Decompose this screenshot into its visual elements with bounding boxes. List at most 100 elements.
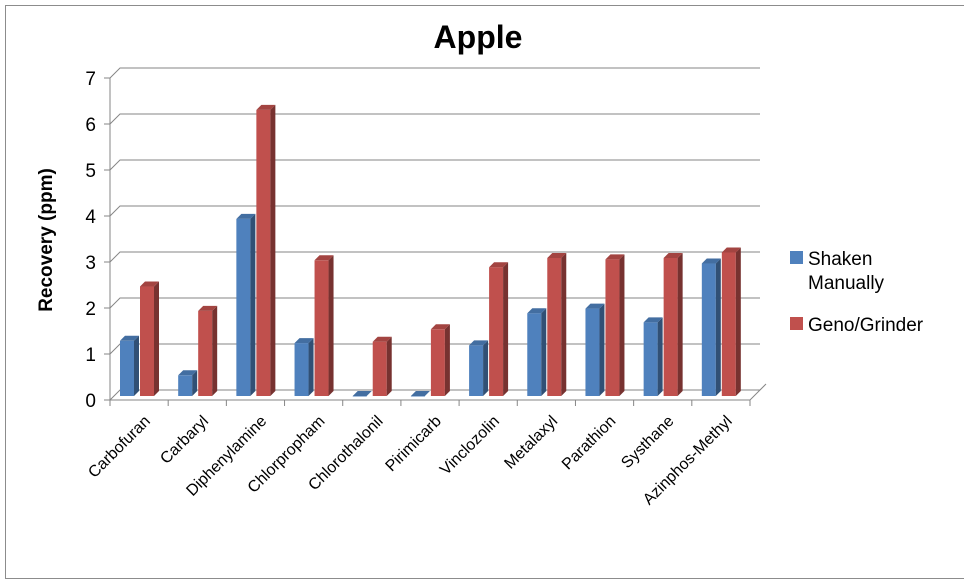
- bar-front: [198, 310, 213, 396]
- bar-front: [430, 329, 445, 396]
- bar-front: [663, 258, 678, 396]
- bar-top: [585, 303, 605, 309]
- bar-front: [294, 343, 309, 396]
- bar-front: [256, 109, 271, 396]
- bar: [372, 336, 392, 396]
- bar-front: [469, 345, 484, 396]
- gridline: [109, 113, 760, 125]
- bar-front: [721, 252, 736, 396]
- bar-side: [715, 258, 721, 396]
- bar-side: [483, 340, 489, 396]
- bar-front: [643, 322, 658, 396]
- bar: [294, 338, 314, 396]
- bar: [469, 340, 489, 396]
- bar-top: [410, 391, 430, 396]
- bar-front: [140, 286, 154, 396]
- legend-label: Shaken: [808, 249, 872, 270]
- bar: [178, 370, 198, 396]
- bar-top: [140, 281, 159, 287]
- bar-top: [547, 253, 567, 258]
- legend-label: Geno/Grinder: [808, 315, 924, 336]
- bar: [314, 255, 334, 396]
- bar-top: [178, 370, 198, 376]
- bar-top: [256, 104, 276, 110]
- y-tick-label: 5: [85, 161, 96, 182]
- bar-side: [308, 338, 314, 396]
- x-tick-label: Systhane: [618, 413, 677, 472]
- chart-frame: [5, 5, 964, 579]
- bar-top: [663, 253, 683, 258]
- bar: [605, 254, 625, 396]
- bar-top: [721, 247, 741, 253]
- bar-side: [735, 247, 741, 396]
- bar-side: [212, 305, 218, 396]
- bar: [701, 258, 721, 396]
- bar-top: [469, 340, 489, 346]
- bar-side: [386, 336, 392, 396]
- bar-front: [120, 340, 134, 396]
- x-tick-label: Parathion: [559, 413, 619, 473]
- y-tick-label: 3: [85, 253, 96, 274]
- bar-front: [178, 375, 193, 396]
- bar-side: [192, 370, 198, 396]
- bar: [547, 253, 567, 396]
- bar-top: [605, 254, 625, 260]
- bar-top: [643, 317, 663, 323]
- y-tick-label: 7: [85, 69, 96, 90]
- bar-side: [677, 253, 683, 396]
- bar: [489, 262, 509, 396]
- legend-swatch: [790, 317, 803, 330]
- bar: [236, 213, 256, 396]
- bar-side: [561, 253, 567, 396]
- y-tick-label: 1: [85, 345, 96, 366]
- gridline: [109, 251, 760, 263]
- gridline: [109, 205, 760, 217]
- x-tick-label: Carbofuran: [85, 413, 154, 482]
- x-tick-label: Pirimicarb: [383, 413, 445, 475]
- bar-top: [198, 305, 218, 311]
- bar-side: [444, 324, 450, 396]
- bar-side: [154, 281, 159, 396]
- bar: [643, 317, 663, 396]
- bar: [410, 391, 430, 397]
- x-tick-label: Vinclozolin: [437, 413, 503, 479]
- bar-top: [527, 308, 547, 314]
- y-tick-label: 6: [85, 115, 96, 136]
- legend-item: Shaken Manually: [790, 249, 885, 294]
- bar-front: [701, 263, 716, 396]
- legend-item: Geno/Grinder: [790, 315, 924, 336]
- bar-front: [547, 258, 562, 396]
- legend-label: Manually: [808, 273, 885, 294]
- bar-side: [270, 104, 276, 396]
- bar-top: [372, 336, 392, 342]
- bar-front: [527, 313, 542, 396]
- bar-front: [489, 267, 504, 396]
- bar-top: [701, 258, 721, 264]
- bar-side: [250, 213, 256, 396]
- bar-side: [657, 317, 663, 396]
- y-tick-label: 0: [85, 391, 96, 412]
- floor-edge: [759, 383, 767, 391]
- bar: [527, 308, 547, 396]
- bar-top: [314, 255, 334, 261]
- bar-side: [619, 254, 625, 396]
- bar: [198, 305, 218, 396]
- bar-top: [294, 338, 314, 344]
- y-axis-label: Recovery (ppm): [36, 168, 57, 312]
- x-tick-label: Metalaxyl: [501, 413, 561, 473]
- bar: [352, 391, 372, 397]
- bar-top: [489, 262, 509, 268]
- bar: [430, 324, 450, 396]
- gridline: [109, 159, 760, 171]
- bar: [663, 253, 683, 396]
- bar-side: [599, 303, 605, 396]
- bar-top: [120, 335, 139, 341]
- y-tick-label: 2: [85, 299, 96, 320]
- bar-side: [541, 308, 547, 396]
- bar: [721, 247, 741, 396]
- bar: [585, 303, 605, 396]
- bar-front: [585, 308, 600, 396]
- bar-top: [352, 391, 372, 396]
